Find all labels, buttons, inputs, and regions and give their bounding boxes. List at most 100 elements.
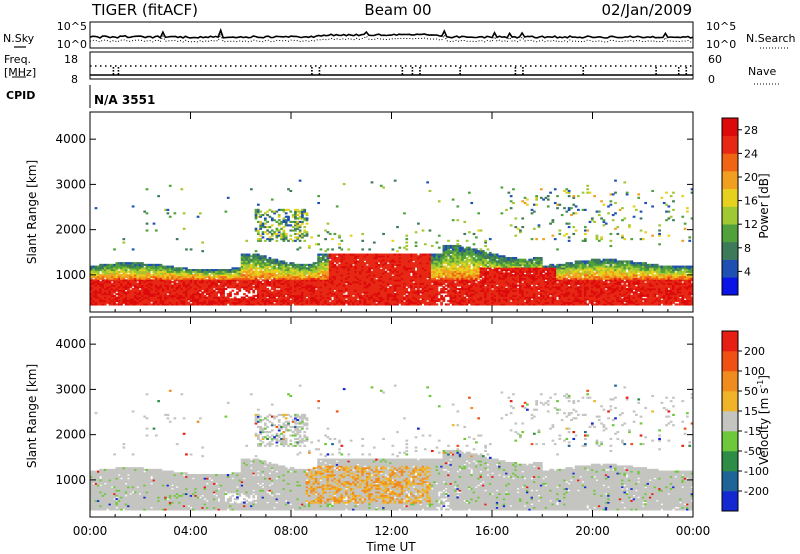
power-cell	[479, 267, 483, 270]
power-cell	[393, 263, 397, 266]
power-cell	[250, 277, 253, 280]
power-cell	[226, 274, 230, 277]
power-cell	[131, 279, 135, 282]
power-cell	[152, 294, 156, 297]
power-cell	[486, 303, 490, 306]
power-cell	[440, 255, 443, 258]
power-cell	[474, 286, 478, 289]
power-cell	[256, 232, 260, 236]
power-cell	[361, 248, 365, 251]
power-cell	[192, 294, 195, 297]
power-cell	[212, 284, 216, 287]
power-cell	[365, 303, 369, 306]
power-cell	[312, 298, 316, 301]
power-cell	[247, 272, 251, 275]
power-cell	[287, 286, 290, 289]
power-cell	[463, 303, 467, 306]
power-cell	[345, 253, 348, 256]
power-cell	[106, 291, 109, 294]
power-cell	[447, 299, 450, 303]
power-cell	[412, 265, 416, 268]
power-cell	[124, 294, 128, 297]
power-cell	[345, 274, 348, 277]
power-cell	[224, 274, 228, 277]
power-cell	[252, 277, 256, 280]
power-cell	[222, 281, 225, 284]
power-cell	[324, 269, 327, 272]
power-cell	[275, 301, 279, 304]
power-cell	[488, 282, 492, 285]
power-cell	[449, 294, 453, 297]
power-cell	[308, 270, 311, 273]
power-cell	[319, 298, 323, 301]
power-cell	[384, 282, 388, 285]
power-cell	[317, 286, 321, 289]
power-cell	[131, 291, 135, 294]
power-cell	[477, 286, 481, 289]
power-cell	[365, 272, 369, 275]
power-cell	[252, 291, 256, 294]
power-cell	[417, 296, 420, 299]
power-cell	[129, 270, 133, 273]
power-cell	[368, 284, 372, 287]
power-cell	[215, 275, 218, 279]
power-cell	[263, 226, 267, 229]
power-cell	[389, 298, 392, 301]
power-cell	[361, 281, 365, 284]
power-cell	[335, 205, 339, 208]
power-cell	[270, 272, 274, 275]
power-cell	[261, 224, 265, 227]
power-cell	[108, 294, 112, 297]
power-cell	[210, 287, 214, 291]
power-cell	[365, 270, 369, 273]
power-cell	[217, 277, 221, 280]
power-cell	[101, 296, 105, 299]
power-cell	[159, 270, 163, 273]
power-cell	[352, 277, 355, 280]
power-cell	[108, 296, 112, 299]
power-cell	[287, 265, 290, 268]
beam-label: Beam 00	[364, 1, 431, 19]
power-cell	[266, 238, 269, 241]
power-cell	[175, 286, 179, 289]
power-cell	[270, 274, 274, 277]
power-cell	[342, 270, 346, 273]
power-cell	[254, 210, 258, 213]
power-cell	[449, 265, 453, 268]
power-cell	[393, 256, 397, 260]
nsearch-label: N.Search	[746, 32, 796, 45]
power-cell	[210, 289, 214, 292]
power-cell	[245, 275, 249, 279]
power-cell	[143, 272, 147, 275]
power-cell	[268, 236, 272, 239]
power-cell	[182, 303, 186, 306]
power-cell	[391, 265, 395, 268]
power-cell	[421, 289, 425, 292]
power-cell	[110, 296, 114, 299]
power-cell	[280, 270, 283, 273]
power-cell	[219, 277, 223, 280]
power-cell	[284, 219, 288, 222]
power-cell	[396, 267, 399, 270]
power-cell	[134, 291, 137, 294]
power-cell	[349, 274, 353, 277]
power-cell	[256, 282, 260, 285]
power-cell	[189, 248, 193, 251]
power-cell	[403, 277, 406, 280]
power-cell	[99, 298, 102, 301]
power-cell	[245, 253, 249, 256]
power-cell	[282, 274, 286, 277]
power-cell	[474, 287, 478, 291]
power-cell	[345, 269, 348, 272]
power-cell	[470, 291, 474, 294]
power-cell	[338, 299, 341, 303]
power-cell	[233, 284, 237, 287]
power-cell	[382, 253, 385, 256]
power-cell	[488, 274, 492, 277]
power-cell	[375, 281, 378, 284]
power-cell	[154, 270, 158, 273]
power-cell	[270, 270, 274, 273]
power-cell	[266, 229, 269, 232]
power-cell	[131, 277, 135, 280]
power-cell	[291, 298, 295, 301]
